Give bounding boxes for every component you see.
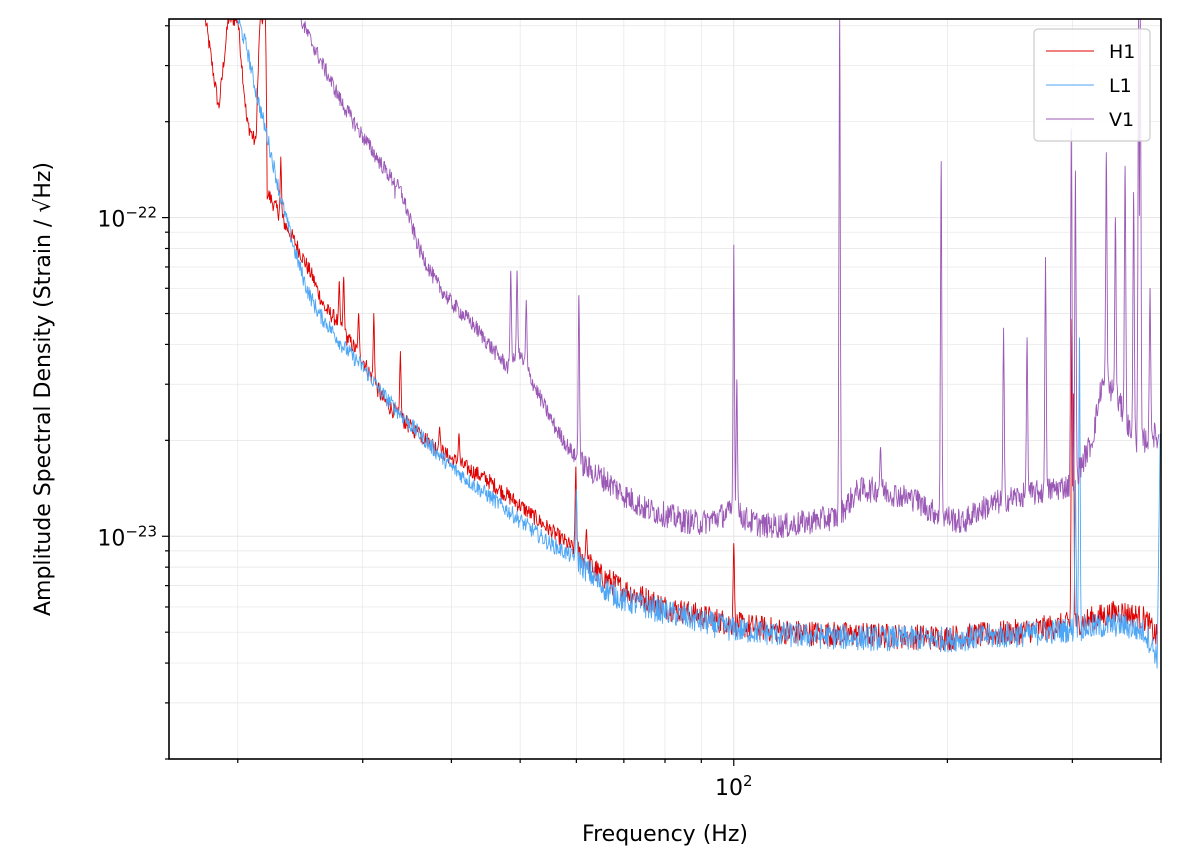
series-group: [205, 19, 1161, 669]
y-axis-label: Amplitude Spectral Density (Strain / √Hz…: [31, 162, 56, 616]
legend: H1 L1 V1: [1033, 28, 1151, 142]
series-line-l1: [237, 19, 1161, 669]
legend-label-v1: V1: [1109, 109, 1134, 131]
legend-label-l1: L1: [1109, 75, 1132, 97]
legend-label-h1: H1: [1109, 41, 1135, 63]
x-axis-label: Frequency (Hz): [582, 822, 748, 847]
series-line-h1: [205, 19, 1158, 651]
series-line-v1: [300, 19, 1160, 539]
